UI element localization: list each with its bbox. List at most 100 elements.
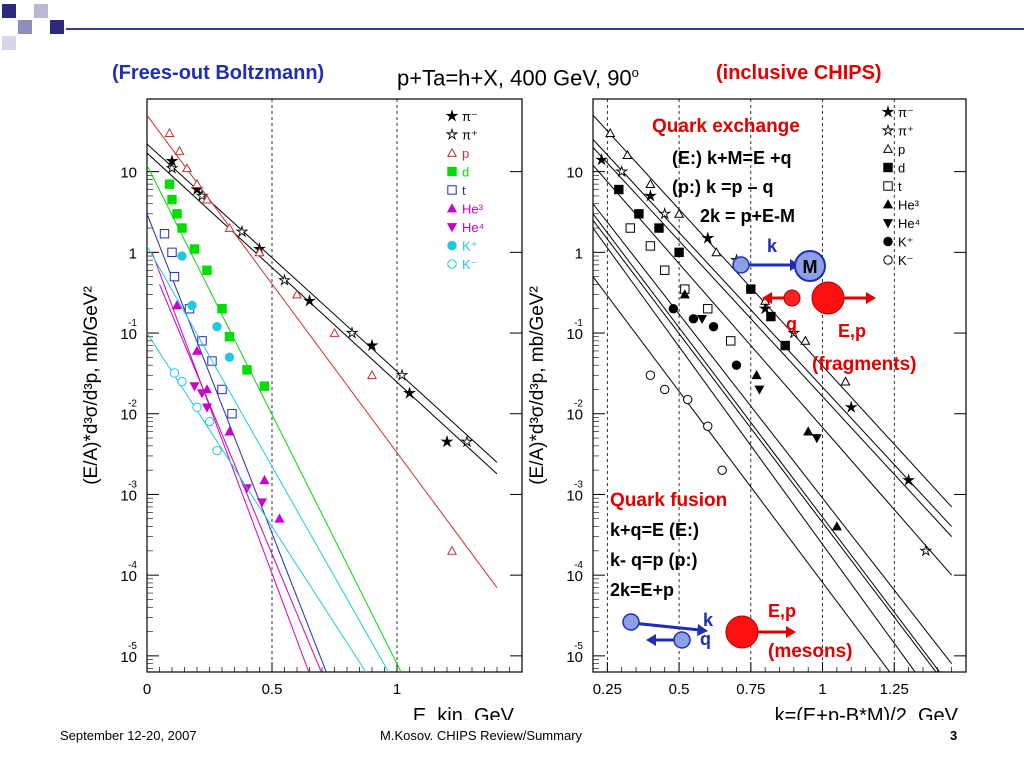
legend-marker-1 [445,127,459,140]
legend-label-0: π⁻ [462,109,478,124]
y-tick-label: 10 [566,568,583,585]
data-point-4-5 [726,336,736,346]
x-tick-label: 1.25 [880,681,909,698]
y-tick-label: 10 [120,165,137,182]
legend-label-1: π⁺ [898,124,914,139]
data-point-1-0 [615,164,629,178]
data-point-4-1 [645,241,656,251]
data-point-1-3 [277,273,292,286]
y-tick-exp: -4 [574,560,583,571]
q2-arrow-head [646,634,656,646]
fit-line-6 [593,219,937,672]
legend-marker-3 [447,166,457,177]
data-point-2-1 [174,145,185,155]
fusion-eq2: k- q=p (p:) [610,550,698,570]
data-point-5-3 [224,426,235,436]
data-point-5-1 [751,370,762,380]
legend-marker-6 [446,223,458,233]
fit-line-7 [147,245,390,672]
data-point-2-5 [224,222,235,232]
data-point-6-1 [196,389,208,399]
footer-page: 3 [950,728,958,743]
fit-line-3 [147,165,402,672]
y-tick-exp: -1 [128,318,137,329]
legend-marker-6 [882,219,894,229]
fragments-label: (fragments) [812,354,917,375]
y-tick-label: 10 [566,407,583,424]
legend-marker-2 [446,147,458,157]
label-M: M [803,257,818,277]
fit-line-4 [147,213,327,672]
fit-line-4 [593,203,953,664]
plot-frame [146,98,523,673]
label-k: k [767,236,778,256]
x-tick-label: 0.5 [669,681,690,698]
fit-line-1 [593,147,953,537]
y-tick-label: 10 [120,407,137,424]
y-tick-label: 1 [575,245,583,262]
data-point-3-0 [614,184,624,195]
x-axis-label: E_kin, GeV [413,705,515,720]
fit-line-0 [593,139,953,527]
data-point-4-0 [159,229,170,239]
data-point-0-6 [440,434,454,448]
legend-label-5: He³ [898,198,920,213]
data-point-6-2 [811,434,822,444]
Ep2-circle [725,615,759,649]
fusion-eq1: k+q=E (E:) [610,520,699,540]
legend-marker-7 [447,240,457,251]
data-point-4-7 [227,409,237,419]
fit-line-3 [593,164,953,576]
data-point-8-0 [645,370,656,380]
fit-line-2 [147,114,498,588]
legend-label-8: K⁻ [898,253,914,268]
data-point-8-4 [717,465,727,475]
label-Ep: E,p [838,321,866,341]
label2-Ep: E,p [768,601,796,621]
legend-label-0: π⁻ [898,105,914,120]
fit-line-2 [593,114,953,508]
y-tick-label: 10 [566,326,583,343]
data-point-4-0 [625,223,635,233]
data-point-2-2 [645,178,656,188]
data-point-2-10 [446,545,458,555]
legend-label-6: He⁴ [462,220,484,235]
x-tick-label: 1 [818,681,826,698]
y-tick-exp: -1 [574,318,583,329]
data-point-7-1 [187,300,197,311]
fusion-title: Quark fusion [610,490,727,511]
data-point-7-2 [708,321,719,332]
data-point-0-1 [643,189,657,202]
y-axis-label: (E/A)*d³σ/d³p, mb/GeV² [527,286,548,485]
legend-marker-5 [882,199,894,209]
fit-line-1 [147,152,498,475]
Ep2-arrow-head [786,626,796,638]
data-point-7-0 [177,251,187,261]
y-tick-label: 10 [120,649,137,666]
legend-label-3: d [462,165,469,180]
data-point-2-4 [201,194,213,204]
data-point-6-2 [201,403,213,413]
data-point-0-5 [902,473,916,486]
legend-label-2: p [898,142,905,157]
data-point-4-2 [169,271,180,282]
data-point-2-3 [674,208,685,218]
data-point-2-1 [622,149,633,160]
y-tick-label: 10 [566,487,583,504]
legend-label-4: t [462,183,466,198]
legend-label-4: t [898,179,902,194]
data-point-8-1 [177,376,187,387]
x-tick-label: 0 [143,681,151,698]
data-point-3-9 [259,381,270,391]
data-point-7-3 [731,360,742,370]
mesons-label: (mesons) [768,641,852,662]
k2-arrow [631,621,701,632]
legend-marker-4 [447,185,457,195]
data-point-5-1 [191,345,203,355]
exchange-title: Quark exchange [652,116,800,137]
y-axis-label: (E/A)*d³σ/d³p, mb/GeV² [81,286,102,485]
data-point-5-5 [274,513,285,523]
data-point-0-0 [595,153,609,166]
fit-line-5 [593,213,941,672]
data-point-6-0 [696,314,708,325]
